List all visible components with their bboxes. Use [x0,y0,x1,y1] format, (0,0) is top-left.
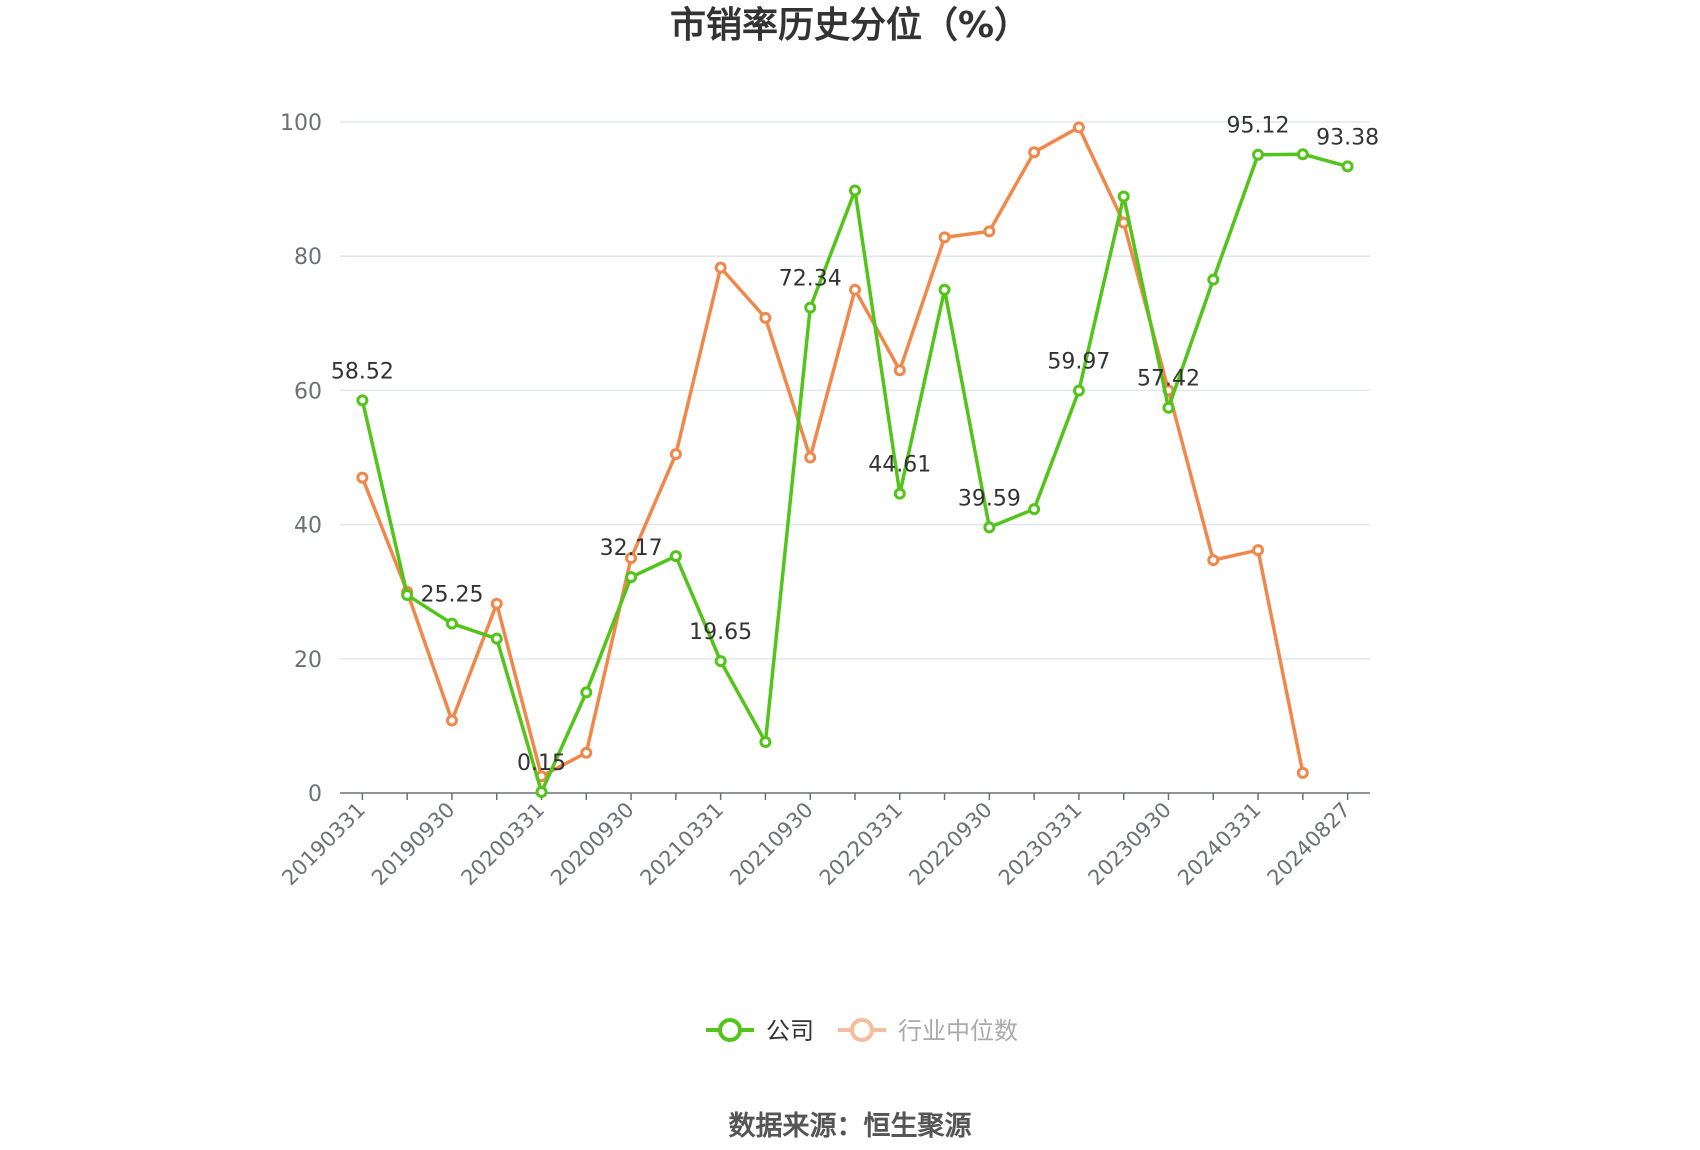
data-point[interactable] [1252,544,1265,557]
data-point[interactable] [625,571,638,584]
data-label: 57.42 [1137,367,1200,392]
x-tick-label: 20240827 [1263,798,1356,891]
data-point[interactable] [445,617,458,630]
data-point[interactable] [580,686,593,699]
data-label: 39.59 [958,486,1021,511]
data-label: 59.97 [1047,350,1110,375]
series-industry-median [356,121,1309,783]
x-tick-label: 20190331 [277,798,370,891]
data-point[interactable] [490,632,503,645]
x-tick-label: 20220331 [815,798,908,891]
data-point[interactable] [893,364,906,377]
legend-industry-label: 行业中位数 [898,1017,1018,1045]
series-company [356,148,1354,798]
y-axis: 0 20 40 60 80 100 [280,111,322,807]
x-tick-label: 20230930 [1083,798,1176,891]
data-label: 19.65 [689,620,752,645]
data-point[interactable] [849,184,861,197]
y-tick-label: 20 [294,648,322,673]
data-point[interactable] [849,283,861,296]
data-point[interactable] [1162,401,1175,414]
data-point[interactable] [1207,554,1220,567]
data-label: 58.52 [331,359,394,384]
legend[interactable]: 公司 行业中位数 [706,1017,1018,1045]
data-source: 数据来源：恒生聚源 [729,1111,972,1142]
data-label: 95.12 [1227,114,1290,139]
y-tick-label: 40 [294,514,322,539]
data-point[interactable] [625,552,638,565]
data-point[interactable] [401,589,414,602]
data-point[interactable] [1341,160,1354,173]
data-label: 0.15 [517,751,566,776]
data-point[interactable] [1028,146,1041,159]
data-point[interactable] [1028,503,1041,516]
data-point[interactable] [759,311,772,324]
y-tick-label: 80 [294,245,322,270]
data-point[interactable] [356,471,369,484]
x-tick-label: 20230331 [994,798,1087,891]
data-point[interactable] [356,394,369,407]
y-tick-label: 100 [280,111,322,136]
data-point[interactable] [1072,384,1085,397]
data-point[interactable] [759,736,772,749]
x-tick-label: 20220930 [904,798,997,891]
data-point[interactable] [580,746,593,759]
legend-item-industry[interactable]: 行业中位数 [838,1017,1018,1045]
data-point[interactable] [1296,766,1309,779]
data-point[interactable] [804,301,817,314]
legend-industry-marker [850,1018,874,1042]
data-label: 93.38 [1316,125,1379,150]
legend-company-label: 公司 [766,1017,814,1045]
x-axis: 2019033120190930202003312020093020210331… [277,792,1370,891]
data-point[interactable] [983,521,996,534]
data-point[interactable] [1072,121,1085,134]
legend-item-company[interactable]: 公司 [706,1017,814,1045]
data-point[interactable] [1117,190,1130,203]
x-tick-label: 20210930 [725,798,818,891]
grid [340,121,1370,660]
data-point[interactable] [1296,148,1309,161]
data-point[interactable] [714,261,727,274]
data-point[interactable] [535,785,548,798]
legend-company-marker [718,1018,742,1042]
x-tick-label: 20210331 [636,798,729,891]
series-line [360,152,1349,794]
y-tick-label: 0 [308,782,322,807]
chart-title: 市销率历史分位（%） [670,5,1030,46]
data-label: 25.25 [420,583,483,608]
x-tick-label: 20200930 [546,798,639,891]
x-tick-label: 20190930 [367,798,460,891]
series-layer [356,121,1354,798]
data-point[interactable] [669,550,682,563]
data-point[interactable] [714,655,727,668]
data-point[interactable] [490,597,503,610]
series-line [360,125,1305,778]
data-point[interactable] [669,448,682,461]
x-tick-label: 20240331 [1173,798,1266,891]
data-point[interactable] [804,451,817,464]
data-label: 44.61 [868,453,931,478]
data-label: 72.34 [779,267,842,292]
data-point[interactable] [938,231,951,244]
y-tick-label: 60 [294,379,322,404]
data-labels: 58.52 25.25 0.15 32.17 19.65 72.34 44.61 39.59 5… [331,114,1379,776]
data-point[interactable] [938,283,951,296]
data-point[interactable] [1207,273,1220,286]
data-point[interactable] [445,714,458,727]
data-point[interactable] [893,487,906,500]
data-label: 32.17 [600,536,663,561]
data-point[interactable] [983,225,996,238]
x-tick-label: 20200331 [457,798,550,891]
data-point[interactable] [1252,148,1265,161]
